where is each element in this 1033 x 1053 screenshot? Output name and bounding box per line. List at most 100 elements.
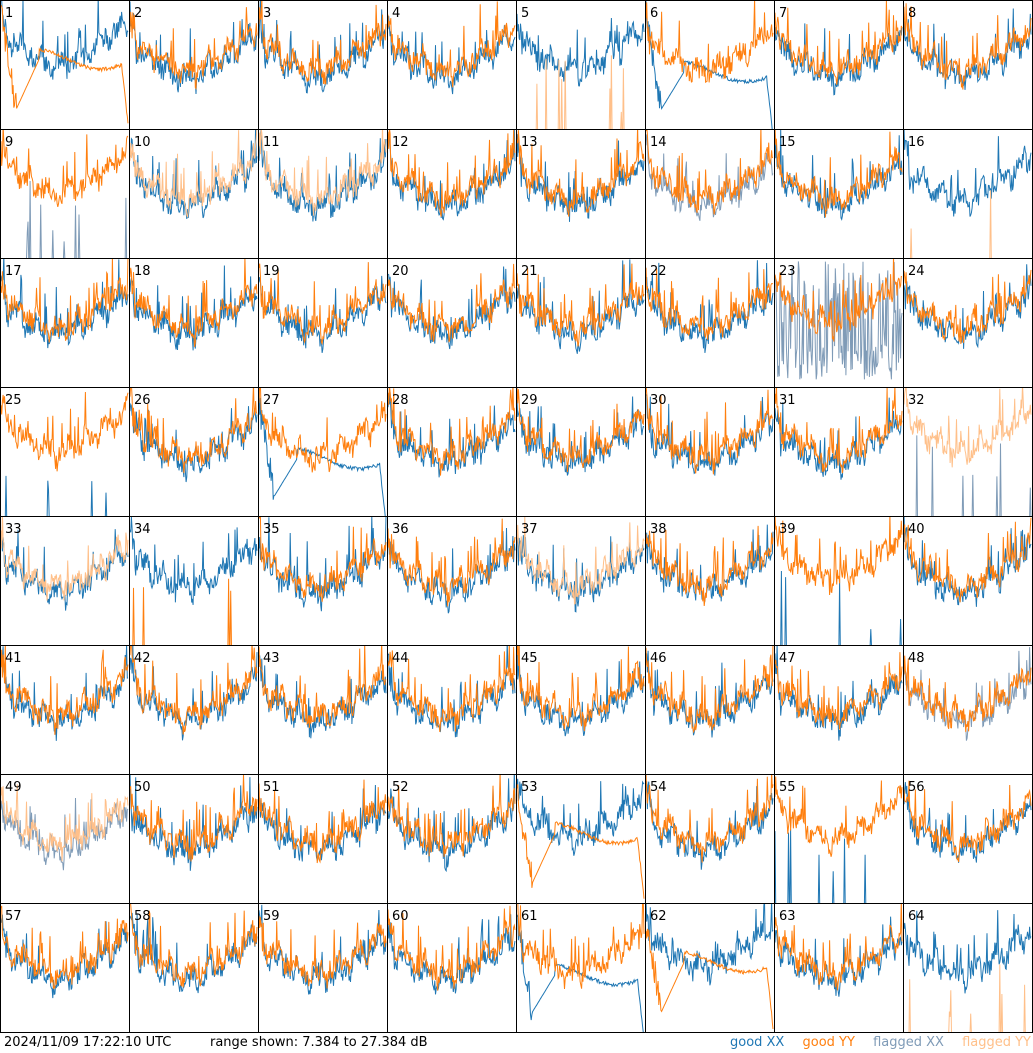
series-yy-7 — [775, 1, 903, 85]
panel-58: 58 — [129, 903, 259, 1033]
panel-label: 2 — [134, 6, 142, 21]
series-xx-34 — [130, 517, 258, 605]
panel-57: 57 — [0, 903, 130, 1033]
series-xx-36 — [388, 527, 516, 614]
panel-41: 41 — [0, 645, 130, 775]
panel-label: 36 — [392, 522, 409, 537]
series-yy-62 — [646, 928, 774, 1030]
series-yy-26 — [130, 388, 258, 474]
panel-label: 63 — [779, 909, 796, 924]
panel-frame — [258, 0, 388, 130]
series-yy-59 — [259, 915, 387, 989]
panel-label: 24 — [908, 264, 925, 279]
legend-good-xx: good XX — [729, 1035, 785, 1050]
series-yy-12 — [388, 130, 516, 217]
panel-label: 45 — [521, 651, 538, 666]
panel-17: 17 — [0, 258, 130, 388]
series-yy-2 — [130, 7, 258, 90]
panel-label: 51 — [263, 780, 280, 795]
panel-label: 39 — [779, 522, 796, 537]
panel-14: 14 — [645, 129, 775, 259]
panel-28: 28 — [387, 387, 517, 517]
series-xx-64 — [904, 910, 1032, 994]
series-yy-47 — [775, 652, 903, 730]
series-xx-37 — [517, 535, 645, 613]
panel-label: 10 — [134, 135, 151, 150]
series-xx-26 — [130, 402, 258, 483]
panel-label: 54 — [650, 780, 667, 795]
panel-label: 23 — [779, 264, 796, 279]
series-xx-40 — [904, 517, 1032, 607]
panel-label: 27 — [263, 393, 280, 408]
panel-25: 25 — [0, 387, 130, 517]
panel-7: 7 — [774, 0, 904, 130]
series-yy-3 — [259, 1, 387, 85]
panel-label: 26 — [134, 393, 151, 408]
series-yy-19 — [259, 262, 387, 346]
series-yy-24 — [904, 269, 1032, 344]
series-yy-14 — [646, 130, 774, 215]
series-yy-17 — [1, 259, 129, 343]
series-xx-25 — [4, 475, 108, 516]
series-xx-62 — [646, 904, 774, 986]
series-yy-50 — [130, 775, 258, 862]
panel-44: 44 — [387, 645, 517, 775]
panel-label: 43 — [263, 651, 280, 666]
series-xx-17 — [1, 259, 129, 349]
panel-10: 10 — [129, 129, 259, 259]
series-xx-21 — [517, 259, 645, 354]
panel-label: 28 — [392, 393, 409, 408]
legend-flagged-yy: flagged YY — [962, 1035, 1031, 1050]
panel-24: 24 — [903, 258, 1033, 388]
panel-63: 63 — [774, 903, 904, 1033]
panel-8: 8 — [903, 0, 1033, 130]
series-xx-53 — [517, 778, 645, 856]
panel-label: 32 — [908, 393, 925, 408]
series-yy-25 — [1, 391, 129, 472]
panel-label: 18 — [134, 264, 151, 279]
series-yy-6 — [646, 1, 774, 84]
panel-label: 8 — [908, 6, 916, 21]
panel-15: 15 — [774, 129, 904, 259]
panel-29: 29 — [516, 387, 646, 517]
panel-label: 49 — [5, 780, 22, 795]
panel-6: 6 — [645, 0, 775, 130]
panel-64: 64 — [903, 903, 1033, 1033]
panel-label: 22 — [650, 264, 667, 279]
panel-40: 40 — [903, 516, 1033, 646]
panel-label: 64 — [908, 909, 925, 924]
series-yy-5 — [535, 55, 625, 129]
panel-label: 16 — [908, 135, 925, 150]
panel-label: 47 — [779, 651, 796, 666]
series-yy-28 — [388, 388, 516, 476]
panel-label: 5 — [521, 6, 529, 21]
legend-good-yy: good YY — [802, 1035, 855, 1050]
series-xx-7 — [775, 23, 903, 96]
series-yy-48 — [904, 655, 1032, 732]
panel-label: 20 — [392, 264, 409, 279]
series-yy-55 — [775, 776, 903, 857]
panel-label: 37 — [521, 522, 538, 537]
panel-label: 31 — [779, 393, 796, 408]
series-xx-24 — [904, 264, 1032, 349]
series-yy-30 — [646, 388, 774, 475]
series-yy-52 — [388, 775, 516, 857]
series-yy-27 — [259, 388, 387, 473]
panel-12: 12 — [387, 129, 517, 259]
series-xx-6 — [646, 1, 773, 129]
panel-label: 34 — [134, 522, 151, 537]
series-yy-44 — [388, 646, 516, 733]
series-yy-41 — [1, 646, 129, 735]
panel-label: 46 — [650, 651, 667, 666]
series-xx-3 — [259, 1, 387, 94]
series-xx-20 — [388, 266, 516, 350]
panel-label: 40 — [908, 522, 925, 537]
legend: good XX good YY flagged XX flagged YY — [716, 1033, 1031, 1053]
series-yy-46 — [646, 646, 774, 734]
panel-55: 55 — [774, 774, 904, 904]
series-yy-35 — [259, 517, 387, 602]
panel-label: 62 — [650, 909, 667, 924]
panel-label: 11 — [263, 135, 280, 150]
series-yy-60 — [388, 905, 516, 991]
panel-label: 55 — [779, 780, 796, 795]
